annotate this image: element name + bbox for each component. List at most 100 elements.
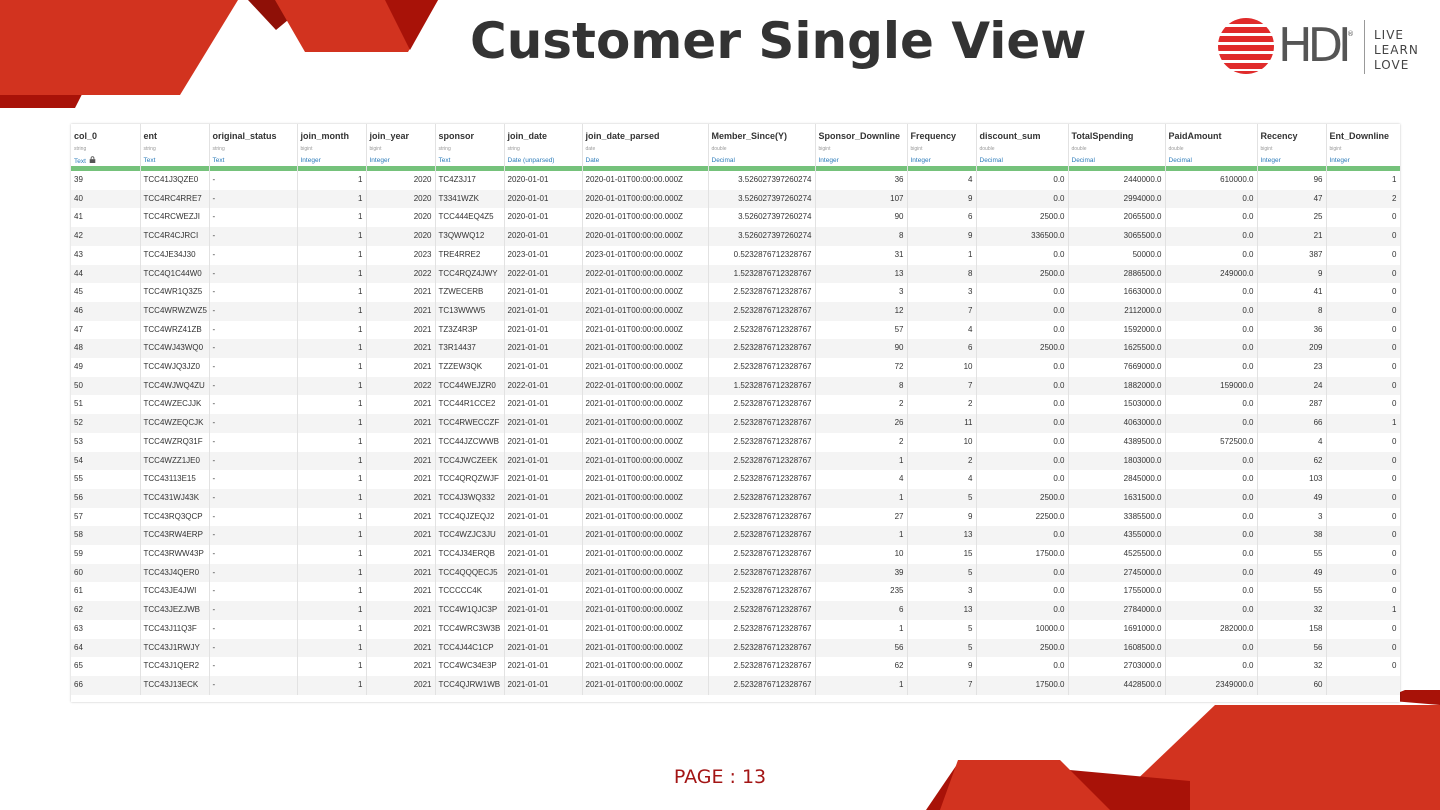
table-cell[interactable]: TCC4JE34J30 xyxy=(140,245,210,265)
column-header[interactable]: discount_sum double Decimal xyxy=(976,124,1069,166)
table-cell[interactable]: 2021-01-01 xyxy=(504,451,583,471)
table-cell[interactable]: TCC4QJRW1WB xyxy=(435,675,505,695)
table-cell[interactable]: 50 xyxy=(71,376,141,396)
table-cell[interactable]: 2.5232876712328767 xyxy=(708,563,816,583)
table-cell[interactable]: 0.0 xyxy=(976,245,1069,265)
table-cell[interactable]: 2500.0 xyxy=(976,488,1069,508)
table-row[interactable]: 40 TCC4RC4RRE7-1 2020 T3341WZK 2020-01-01 202… xyxy=(71,189,1400,209)
table-cell[interactable]: 2440000.0 xyxy=(1068,171,1166,190)
table-cell[interactable]: 2.5232876712328767 xyxy=(708,414,816,433)
table-cell[interactable]: 62 xyxy=(71,601,141,620)
table-cell[interactable]: 1 xyxy=(297,189,367,209)
table-cell[interactable]: 1 xyxy=(297,301,367,321)
table-cell[interactable]: 2021 xyxy=(366,526,436,546)
table-cell[interactable]: 2112000.0 xyxy=(1068,301,1166,321)
table-cell[interactable]: 41 xyxy=(71,208,141,228)
table-cell[interactable]: 12 xyxy=(815,301,908,321)
table-cell[interactable]: 2021 xyxy=(366,451,436,471)
table-cell[interactable]: 90 xyxy=(815,339,908,359)
table-cell[interactable]: 2021-01-01 xyxy=(504,395,583,415)
table-cell[interactable]: 5 xyxy=(907,638,977,658)
table-cell[interactable]: 0.0 xyxy=(976,376,1069,396)
table-row[interactable]: 65 TCC43J1QER2-1 2021 TCC4WC34E3P 2021-01-01… xyxy=(71,657,1400,676)
table-cell[interactable]: 1 xyxy=(1326,171,1400,190)
table-cell[interactable]: TCC4WC34E3P xyxy=(435,657,505,676)
table-cell[interactable]: 2021-01-01 xyxy=(504,601,583,620)
table-cell[interactable]: 2021-01-01T00:00:00.000Z xyxy=(582,675,709,695)
table-cell[interactable]: 0.0 xyxy=(976,414,1069,433)
table-cell[interactable]: TC13WWW5 xyxy=(435,301,505,321)
table-cell[interactable]: 0.0 xyxy=(1165,638,1258,658)
table-cell[interactable]: TCC4WZRQ31F xyxy=(140,432,210,452)
table-cell[interactable]: 2021 xyxy=(366,301,436,321)
table-cell[interactable]: 3385500.0 xyxy=(1068,507,1166,527)
table-cell[interactable]: TCC4QQQECJ5 xyxy=(435,563,505,583)
table-cell[interactable]: 55 xyxy=(71,470,141,489)
table-cell[interactable]: 62 xyxy=(815,657,908,676)
table-cell[interactable]: 0.0 xyxy=(1165,189,1258,209)
table-cell[interactable]: 2021 xyxy=(366,470,436,489)
table-cell[interactable]: 336500.0 xyxy=(976,227,1069,246)
table-cell[interactable]: - xyxy=(209,545,298,564)
table-cell[interactable]: 0.0 xyxy=(1165,582,1258,602)
table-cell[interactable]: 0.0 xyxy=(1165,451,1258,471)
table-cell[interactable]: 0.0 xyxy=(1165,526,1258,546)
table-cell[interactable]: 49 xyxy=(71,358,141,377)
column-header[interactable]: PaidAmount double Decimal xyxy=(1165,124,1258,166)
table-cell[interactable]: 1 xyxy=(297,358,367,377)
table-cell[interactable]: 2 xyxy=(815,432,908,452)
table-row[interactable]: 50 TCC4WJWQ4ZU -1 2022 TCC44WEJZR0 2022-01-01… xyxy=(71,376,1400,396)
table-cell[interactable]: 2020-01-01 xyxy=(504,227,583,246)
column-meaning[interactable]: Text xyxy=(144,156,206,166)
table-cell[interactable]: 65 xyxy=(71,657,141,676)
table-cell[interactable]: 6 xyxy=(815,601,908,620)
table-cell[interactable]: 1 xyxy=(297,451,367,471)
table-cell[interactable]: 26 xyxy=(815,414,908,433)
table-cell[interactable]: 2023 xyxy=(366,245,436,265)
table-cell[interactable]: 0.0 xyxy=(976,526,1069,546)
table-cell[interactable]: 1 xyxy=(297,376,367,396)
table-cell[interactable]: - xyxy=(209,451,298,471)
table-cell[interactable]: 7 xyxy=(907,675,977,695)
table-cell[interactable]: 1.5232876712328767 xyxy=(708,376,816,396)
table-cell[interactable]: TCC4WZEQCJK xyxy=(140,414,210,433)
table-cell[interactable]: - xyxy=(209,320,298,340)
table-cell[interactable]: 0 xyxy=(1326,451,1400,471)
table-cell[interactable]: 0.0 xyxy=(1165,320,1258,340)
table-cell[interactable]: 2 xyxy=(907,451,977,471)
table-cell[interactable]: 9 xyxy=(907,189,977,209)
table-cell[interactable]: 2.5232876712328767 xyxy=(708,339,816,359)
table-cell[interactable]: 0.0 xyxy=(1165,507,1258,527)
column-meaning[interactable]: Integer xyxy=(370,156,432,166)
table-cell[interactable]: 43 xyxy=(71,245,141,265)
table-cell[interactable]: - xyxy=(209,395,298,415)
table-cell[interactable] xyxy=(1326,675,1400,695)
table-cell[interactable]: TCC4W1QJC3P xyxy=(435,601,505,620)
column-meaning[interactable]: Text xyxy=(213,156,294,166)
table-cell[interactable]: 1 xyxy=(297,582,367,602)
table-cell[interactable]: 0.0 xyxy=(976,601,1069,620)
table-cell[interactable]: 49 xyxy=(1257,488,1327,508)
table-cell[interactable]: - xyxy=(209,358,298,377)
table-cell[interactable]: 4355000.0 xyxy=(1068,526,1166,546)
table-cell[interactable]: TZ3Z4R3P xyxy=(435,320,505,340)
column-header[interactable]: Sponsor_Downline bigint Integer xyxy=(815,124,908,166)
table-cell[interactable]: 0.0 xyxy=(976,470,1069,489)
table-cell[interactable]: 52 xyxy=(71,414,141,433)
table-cell[interactable]: 0.0 xyxy=(976,451,1069,471)
table-cell[interactable]: 2021-01-01 xyxy=(504,526,583,546)
column-meaning[interactable]: Date xyxy=(586,156,705,166)
table-cell[interactable]: 1 xyxy=(297,245,367,265)
table-cell[interactable]: 2021 xyxy=(366,601,436,620)
table-cell[interactable]: 0.0 xyxy=(1165,301,1258,321)
table-cell[interactable]: 1.5232876712328767 xyxy=(708,264,816,284)
table-cell[interactable]: 1 xyxy=(297,264,367,284)
table-cell[interactable]: - xyxy=(209,208,298,228)
table-cell[interactable]: 2021-01-01T00:00:00.000Z xyxy=(582,451,709,471)
table-row[interactable]: 53 TCC4WZRQ31F -1 2021 TCC44JZCWWB 2021-01-01… xyxy=(71,432,1400,452)
column-meaning[interactable]: Text xyxy=(439,156,501,166)
table-cell[interactable]: 1 xyxy=(297,227,367,246)
table-cell[interactable]: 3.526027397260274 xyxy=(708,189,816,209)
table-row[interactable]: 54 TCC4WZZ1JE0-1 2021 TCC4JWCZEEK 2021-01-01… xyxy=(71,451,1400,471)
table-cell[interactable]: 0 xyxy=(1326,563,1400,583)
